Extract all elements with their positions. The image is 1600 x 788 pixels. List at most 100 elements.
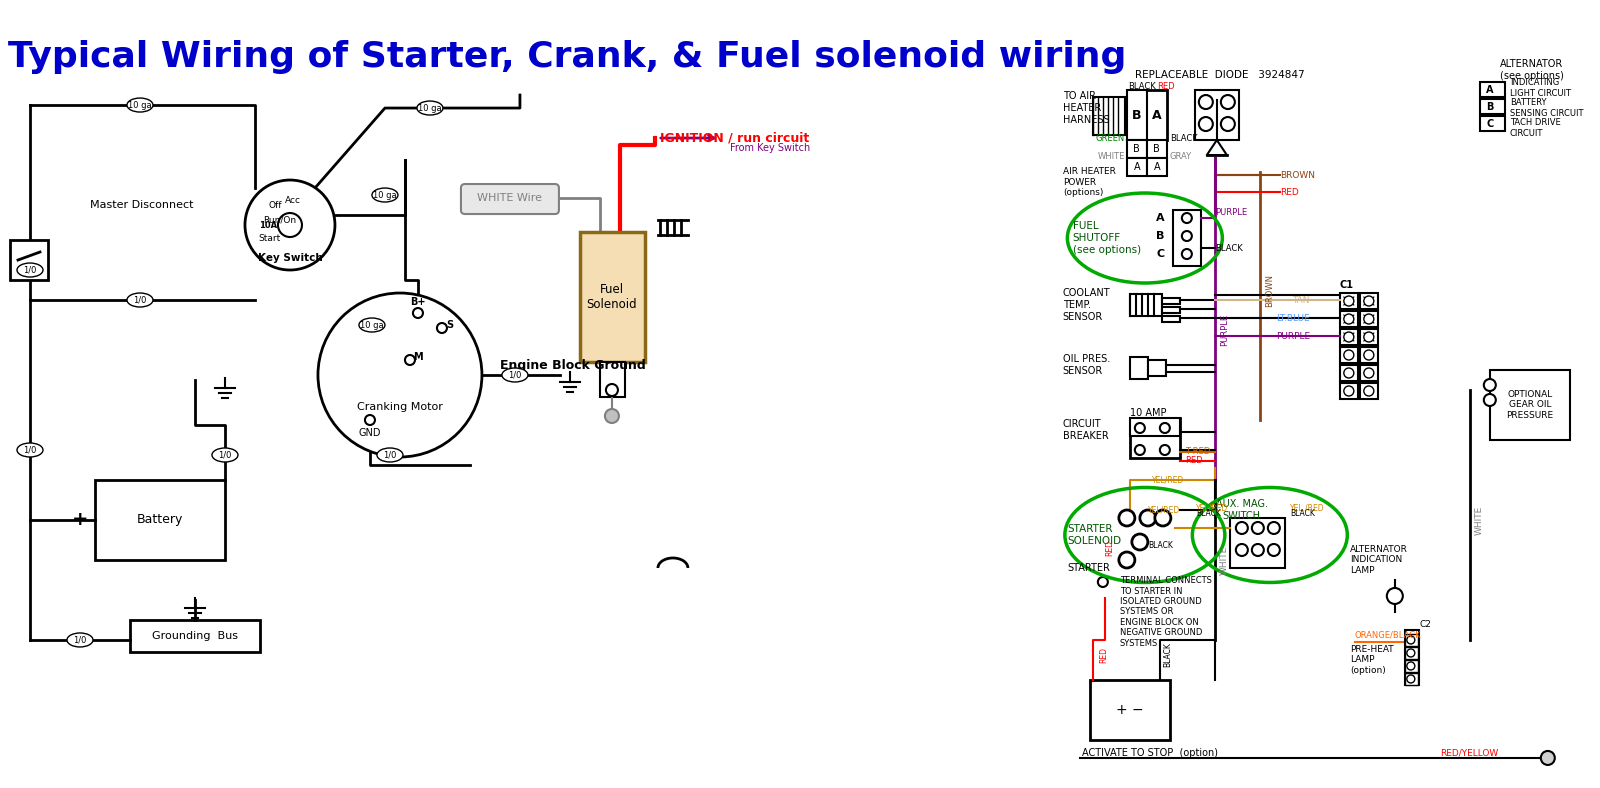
Text: B: B — [1133, 109, 1142, 121]
Circle shape — [1134, 423, 1146, 433]
Text: 10 ga: 10 ga — [418, 103, 442, 113]
Text: 1/0: 1/0 — [24, 266, 37, 274]
Circle shape — [405, 355, 414, 365]
Circle shape — [1160, 445, 1170, 455]
Text: 1/0: 1/0 — [24, 445, 37, 455]
Text: 10 ga: 10 ga — [373, 191, 397, 199]
Text: B+: B+ — [410, 297, 426, 307]
Text: 10 ga: 10 ga — [128, 101, 152, 110]
Text: Grounding  Bus: Grounding Bus — [152, 631, 238, 641]
Circle shape — [245, 180, 334, 270]
Text: M: M — [413, 352, 422, 362]
Circle shape — [1098, 577, 1107, 587]
Text: GND: GND — [358, 428, 381, 438]
Bar — [1405, 647, 1418, 659]
Text: OPTIONAL
GEAR OIL
PRESSURE: OPTIONAL GEAR OIL PRESSURE — [1506, 390, 1554, 420]
Circle shape — [1406, 636, 1414, 644]
Text: ORANGE/BLACK: ORANGE/BLACK — [1355, 630, 1421, 640]
Text: AIR HEATER
POWER
(options): AIR HEATER POWER (options) — [1062, 167, 1115, 197]
Bar — [1090, 680, 1170, 740]
Text: YEL/RED: YEL/RED — [1147, 505, 1181, 515]
Bar — [579, 232, 645, 362]
Bar — [1126, 140, 1147, 158]
Text: IGNITION / run circuit: IGNITION / run circuit — [659, 132, 810, 144]
Text: Battery: Battery — [136, 514, 182, 526]
Circle shape — [1198, 95, 1213, 109]
Text: Engine Block Ground: Engine Block Ground — [499, 359, 646, 371]
Text: C1: C1 — [1339, 280, 1354, 290]
Text: B: B — [1157, 231, 1165, 241]
Ellipse shape — [126, 98, 154, 112]
Ellipse shape — [126, 293, 154, 307]
FancyBboxPatch shape — [461, 184, 558, 214]
Bar — [1405, 630, 1419, 685]
Bar — [1490, 370, 1570, 440]
Bar — [1173, 210, 1202, 266]
Bar — [130, 620, 259, 652]
Text: YEL./RED: YEL./RED — [1290, 504, 1325, 512]
Circle shape — [1134, 445, 1146, 455]
Text: PURPLE: PURPLE — [1275, 332, 1310, 340]
Text: C: C — [1157, 249, 1165, 259]
Circle shape — [1182, 249, 1192, 259]
Text: A: A — [1133, 162, 1141, 172]
Bar — [1339, 329, 1358, 345]
Ellipse shape — [211, 448, 238, 462]
Ellipse shape — [418, 101, 443, 115]
Bar — [1130, 418, 1179, 458]
Circle shape — [1131, 534, 1147, 550]
Text: Start: Start — [259, 233, 282, 243]
Bar — [1126, 158, 1147, 176]
Bar — [1339, 293, 1358, 309]
Text: A: A — [1157, 213, 1165, 223]
Circle shape — [1221, 95, 1235, 109]
Bar — [1147, 158, 1166, 176]
Text: RED: RED — [1106, 540, 1114, 556]
Text: BLACK: BLACK — [1128, 81, 1155, 91]
Text: AUX. MAG.
SWITCH: AUX. MAG. SWITCH — [1216, 499, 1267, 521]
Text: BLACK: BLACK — [1290, 510, 1315, 519]
Circle shape — [1139, 510, 1155, 526]
Text: 10 AMP: 10 AMP — [1130, 408, 1166, 418]
Bar — [1130, 357, 1147, 379]
Text: 1/0: 1/0 — [384, 451, 397, 459]
Bar — [1162, 298, 1179, 304]
Circle shape — [1251, 522, 1264, 534]
Circle shape — [1182, 231, 1192, 241]
Circle shape — [1344, 368, 1354, 378]
Bar — [1339, 383, 1358, 399]
Bar — [1405, 673, 1418, 685]
Circle shape — [1235, 522, 1248, 534]
Circle shape — [1182, 213, 1192, 223]
Text: + −: + − — [1117, 703, 1144, 717]
Text: ALTERNATOR
INDICATION
LAMP: ALTERNATOR INDICATION LAMP — [1350, 545, 1408, 575]
Text: BROWN: BROWN — [1280, 170, 1315, 180]
Text: GREEN: GREEN — [1096, 133, 1125, 143]
Bar — [1339, 311, 1358, 327]
Circle shape — [278, 213, 302, 237]
Circle shape — [1344, 314, 1354, 324]
Circle shape — [365, 415, 374, 425]
Text: BLACK: BLACK — [1163, 642, 1171, 667]
Text: PRE-HEAT
LAMP
(option): PRE-HEAT LAMP (option) — [1350, 645, 1394, 675]
Ellipse shape — [358, 318, 386, 332]
Bar — [1339, 365, 1358, 381]
Text: From Key Switch: From Key Switch — [730, 143, 810, 153]
Text: 10A: 10A — [259, 221, 277, 229]
Text: 1/0: 1/0 — [133, 296, 147, 304]
Text: WHITE Wire: WHITE Wire — [477, 193, 542, 203]
Text: WHITE: WHITE — [1475, 505, 1483, 534]
Text: RED: RED — [1186, 456, 1203, 466]
Text: 1/0: 1/0 — [218, 451, 232, 459]
Circle shape — [1267, 522, 1280, 534]
Text: C: C — [1486, 119, 1493, 129]
Circle shape — [1541, 751, 1555, 765]
Text: BLACK: BLACK — [1195, 510, 1221, 519]
Bar — [1230, 518, 1285, 568]
Circle shape — [1221, 117, 1235, 131]
Ellipse shape — [18, 263, 43, 277]
Text: Run/On: Run/On — [264, 216, 296, 225]
Bar — [1480, 82, 1506, 97]
Circle shape — [1344, 386, 1354, 396]
Circle shape — [1387, 588, 1403, 604]
